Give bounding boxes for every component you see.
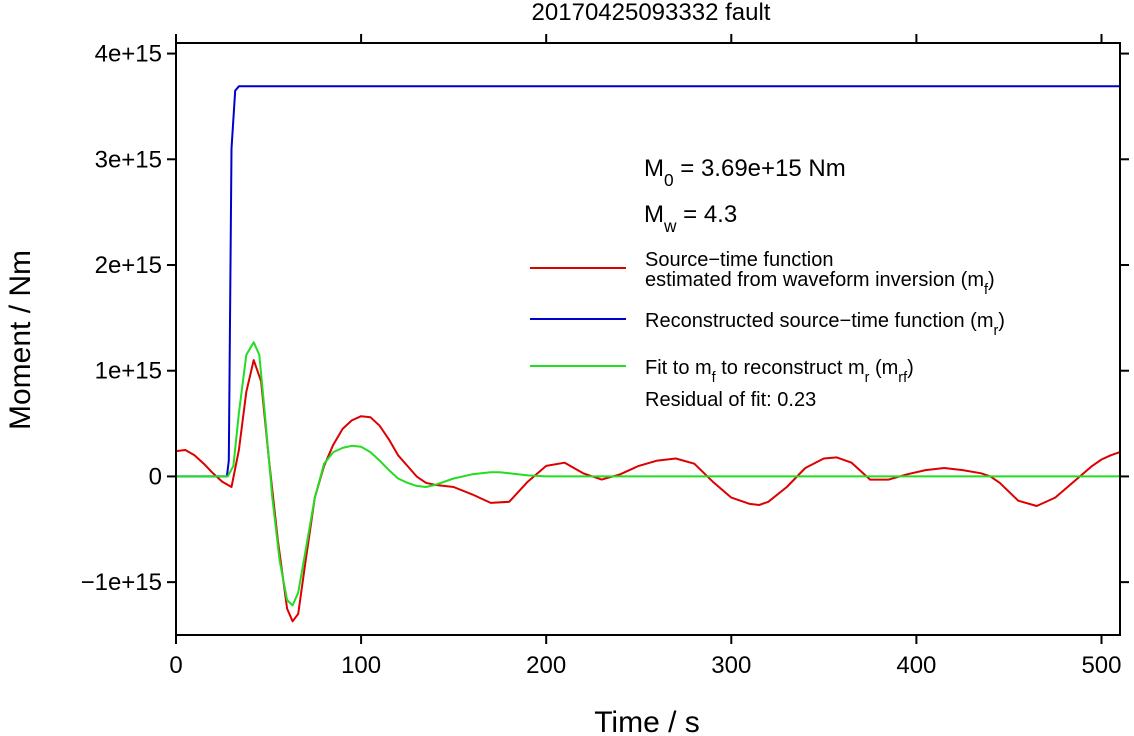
plot-lines	[175, 85, 1121, 623]
chart-title: 20170425093332 fault	[532, 0, 771, 26]
moment-annotation: M0 = 3.69e+15 Nm	[644, 155, 846, 190]
x-tick-label: 300	[711, 652, 751, 679]
axes: 0 100 200 300 400 500 −1e+15 0 1e+15 2e+15 3e+15 4e…	[81, 34, 1129, 679]
legend-label-mf: estimated from waveform inversion (mf)	[645, 269, 995, 298]
x-tick-label: 500	[1081, 652, 1121, 679]
legend-label-mrf: Fit to mf to reconstruct mr (mrf)	[645, 357, 914, 386]
series-line-mrf	[176, 341, 1120, 607]
y-tick-label: −1e+15	[81, 569, 162, 596]
y-tick-label: 2e+15	[95, 252, 162, 279]
x-tick-label: 100	[341, 652, 381, 679]
legend-label-mf: Source−time function	[645, 249, 833, 271]
annotations: M0 = 3.69e+15 Nm Mw = 4.3 Residual of fit:…	[644, 155, 846, 411]
residual-annotation: Residual of fit: 0.23	[645, 389, 816, 411]
plot-frame	[175, 42, 1121, 636]
x-tick-label: 200	[526, 652, 566, 679]
legend-label-mr: Reconstructed source−time function (mr)	[645, 310, 1005, 339]
y-tick-label: 4e+15	[95, 41, 162, 68]
y-axis-label: Moment / Nm	[4, 250, 37, 430]
x-tick-label: 400	[896, 652, 936, 679]
y-tick-label: 1e+15	[95, 358, 162, 385]
x-axis-label: Time / s	[594, 706, 700, 736]
x-tick-label: 0	[169, 652, 182, 679]
magnitude-annotation: Mw = 4.3	[644, 201, 737, 236]
y-tick-label: 3e+15	[95, 146, 162, 173]
y-tick-label: 0	[149, 463, 162, 490]
